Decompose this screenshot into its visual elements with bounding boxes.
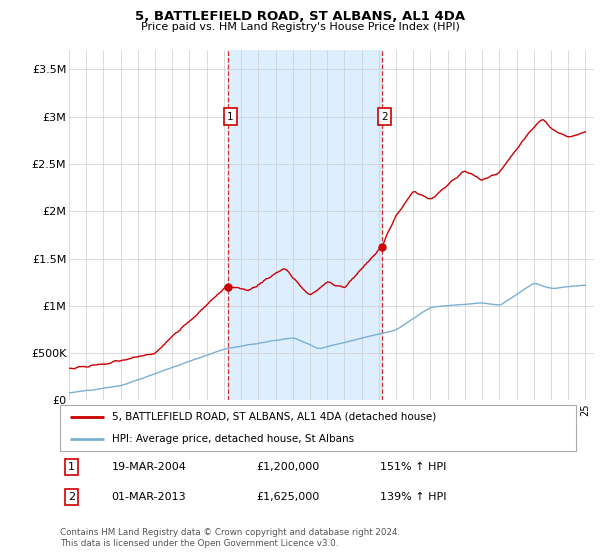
Text: £1,200,000: £1,200,000 [256, 462, 319, 472]
Text: 1: 1 [227, 111, 233, 122]
Text: 151% ↑ HPI: 151% ↑ HPI [380, 462, 446, 472]
Text: 19-MAR-2004: 19-MAR-2004 [112, 462, 187, 472]
Text: 1: 1 [68, 462, 75, 472]
Text: 01-MAR-2013: 01-MAR-2013 [112, 492, 186, 502]
Text: 5, BATTLEFIELD ROAD, ST ALBANS, AL1 4DA: 5, BATTLEFIELD ROAD, ST ALBANS, AL1 4DA [135, 10, 465, 23]
Text: £1,625,000: £1,625,000 [256, 492, 319, 502]
Text: HPI: Average price, detached house, St Albans: HPI: Average price, detached house, St A… [112, 434, 354, 444]
Text: 2: 2 [68, 492, 75, 502]
Text: 5, BATTLEFIELD ROAD, ST ALBANS, AL1 4DA (detached house): 5, BATTLEFIELD ROAD, ST ALBANS, AL1 4DA … [112, 412, 436, 422]
Bar [227, 50, 382, 400]
Text: Price paid vs. HM Land Registry's House Price Index (HPI): Price paid vs. HM Land Registry's House … [140, 22, 460, 32]
Text: 2: 2 [381, 111, 388, 122]
Text: Contains HM Land Registry data © Crown copyright and database right 2024.
This d: Contains HM Land Registry data © Crown c… [60, 528, 400, 548]
Text: 139% ↑ HPI: 139% ↑ HPI [380, 492, 446, 502]
